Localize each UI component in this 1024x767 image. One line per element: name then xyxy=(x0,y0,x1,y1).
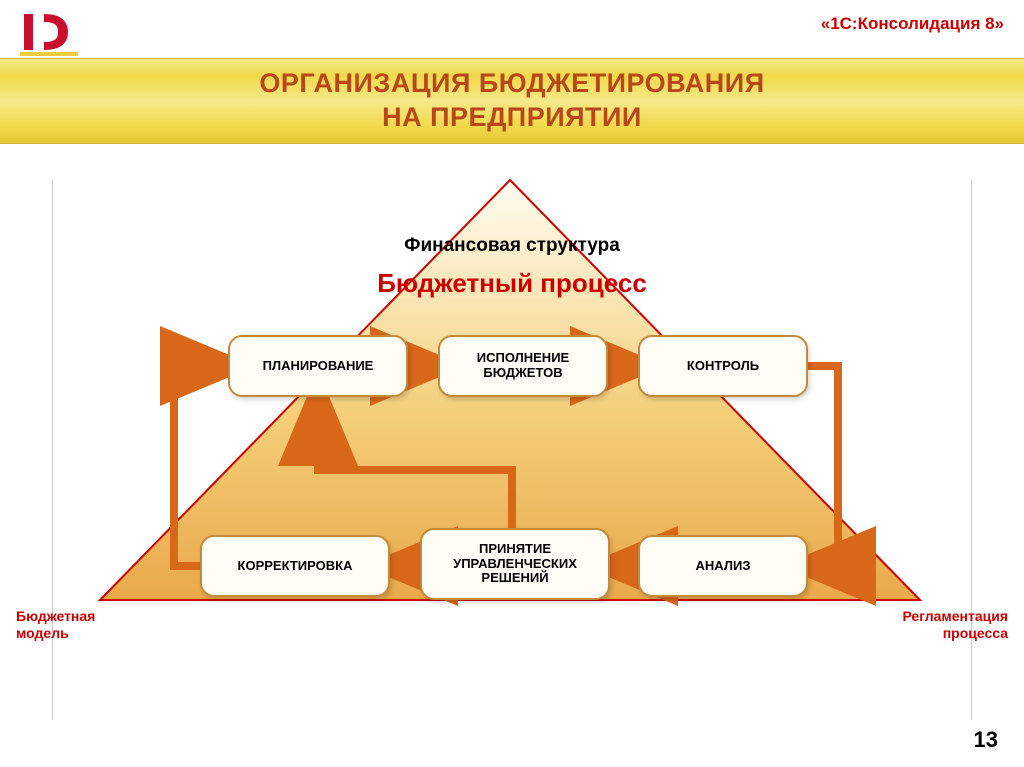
title-line-1: ОРГАНИЗАЦИЯ БЮДЖЕТИРОВАНИЯ xyxy=(259,68,764,98)
product-name: «1С:Консолидация 8» xyxy=(821,14,1004,34)
label-process-regulation: Регламентация процесса xyxy=(902,608,1008,642)
node-control: КОНТРОЛЬ xyxy=(638,335,808,397)
label-left-2: модель xyxy=(16,625,69,641)
label-budget-process: Бюджетный процесс xyxy=(0,268,1024,299)
label-right-1: Регламентация xyxy=(902,608,1008,624)
page-title: ОРГАНИЗАЦИЯ БЮДЖЕТИРОВАНИЯ НА ПРЕДПРИЯТИ… xyxy=(259,67,764,135)
node-analysis: АНАЛИЗ xyxy=(638,535,808,597)
title-bar: ОРГАНИЗАЦИЯ БЮДЖЕТИРОВАНИЯ НА ПРЕДПРИЯТИ… xyxy=(0,58,1024,144)
label-left-1: Бюджетная xyxy=(16,608,95,624)
header: «1С:Консолидация 8» ОРГАНИЗАЦИЯ БЮДЖЕТИР… xyxy=(0,0,1024,150)
node-decision: ПРИНЯТИЕ УПРАВЛЕНЧЕСКИХ РЕШЕНИЙ xyxy=(420,528,610,600)
page-number: 13 xyxy=(974,727,998,753)
label-budget-model: Бюджетная модель xyxy=(16,608,95,642)
label-right-2: процесса xyxy=(943,625,1008,641)
logo-1c xyxy=(18,8,88,56)
budget-process-diagram: Финансовая структура Бюджетный процесс Б… xyxy=(0,170,1024,730)
label-financial-structure: Финансовая структура xyxy=(0,235,1024,257)
node-execution: ИСПОЛНЕНИЕ БЮДЖЕТОВ xyxy=(438,335,608,397)
node-correction: КОРРЕКТИРОВКА xyxy=(200,535,390,597)
title-line-2: НА ПРЕДПРИЯТИИ xyxy=(382,102,642,132)
node-planning: ПЛАНИРОВАНИЕ xyxy=(228,335,408,397)
